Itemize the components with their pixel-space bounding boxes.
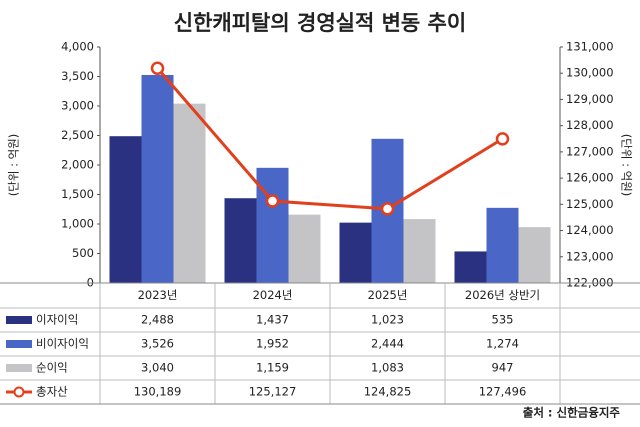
y2-tick-label: 129,000 xyxy=(566,92,614,106)
bar xyxy=(486,207,519,283)
bar xyxy=(403,219,436,283)
legend-swatch xyxy=(6,364,32,372)
legend-label: 비이자이익 xyxy=(36,337,89,351)
table-value: 1,023 xyxy=(371,313,404,327)
legend-label: 이자이익 xyxy=(36,313,78,327)
x-tick-label: 2024년 xyxy=(253,288,293,302)
table-value: 535 xyxy=(492,313,514,327)
legend-swatch xyxy=(6,316,32,324)
y-tick-label: 2,500 xyxy=(61,128,94,142)
chart-title: 신한캐피탈의 경영실적 변동 추이 xyxy=(174,11,466,35)
x-tick-label: 2025년 xyxy=(368,288,408,302)
y-tick-label: 3,500 xyxy=(61,69,94,83)
table-value: 125,127 xyxy=(249,385,297,399)
y2-tick-label: 128,000 xyxy=(566,118,614,132)
y2-tick-label: 125,000 xyxy=(566,197,614,211)
y-tick-label: 3,000 xyxy=(61,99,94,113)
y2-tick-label: 123,000 xyxy=(566,249,614,263)
y-tick-label: 4,000 xyxy=(61,40,94,54)
table-value: 124,825 xyxy=(364,385,412,399)
bar xyxy=(256,167,289,283)
y-axis-label: (단위 : 억원) xyxy=(7,134,21,196)
y2-tick-label: 126,000 xyxy=(566,171,614,185)
point xyxy=(265,194,280,208)
y-tick-label: 2,000 xyxy=(61,158,94,172)
y-tick-label: 1,000 xyxy=(61,217,94,231)
x-tick-label: 2026년 상반기 xyxy=(465,288,540,302)
bar xyxy=(224,198,257,283)
y2-tick-label: 130,000 xyxy=(566,66,614,80)
table-value: 1,274 xyxy=(486,337,519,351)
x-tick-label: 2023년 xyxy=(138,288,178,302)
y-tick-label: 1,500 xyxy=(61,187,94,201)
bar xyxy=(109,136,142,283)
bar xyxy=(518,227,551,283)
table-value: 3,040 xyxy=(141,361,174,375)
bar xyxy=(454,251,487,283)
table-value: 3,526 xyxy=(141,337,174,351)
bar xyxy=(173,103,206,283)
y2-tick-label: 131,000 xyxy=(566,40,614,54)
y-tick-label: 500 xyxy=(72,246,94,260)
y2-tick-label: 124,000 xyxy=(566,223,614,237)
bar xyxy=(141,74,174,283)
legend-label: 총자산 xyxy=(36,385,68,399)
table-value: 2,488 xyxy=(141,313,174,327)
table-value: 947 xyxy=(492,361,514,375)
point xyxy=(380,202,395,216)
y2-tick-label: 127,000 xyxy=(566,144,614,158)
table-value: 1,437 xyxy=(256,313,289,327)
table-value: 130,189 xyxy=(134,385,182,399)
source: 출처 : 신한금융지주 xyxy=(523,406,621,420)
table-value: 127,496 xyxy=(479,385,527,399)
table-value: 1,952 xyxy=(256,337,289,351)
legend-point xyxy=(13,386,25,398)
bar xyxy=(339,222,372,283)
legend-label: 순이익 xyxy=(36,361,68,375)
point xyxy=(495,132,510,146)
table-value: 2,444 xyxy=(371,337,404,351)
table-value: 1,083 xyxy=(371,361,404,375)
point xyxy=(150,61,165,76)
line xyxy=(156,67,504,211)
bar xyxy=(288,214,321,283)
legend-swatch xyxy=(6,340,32,348)
table-value: 1,159 xyxy=(256,361,289,375)
y2-axis-label: (단위 : 억원) xyxy=(620,134,634,196)
